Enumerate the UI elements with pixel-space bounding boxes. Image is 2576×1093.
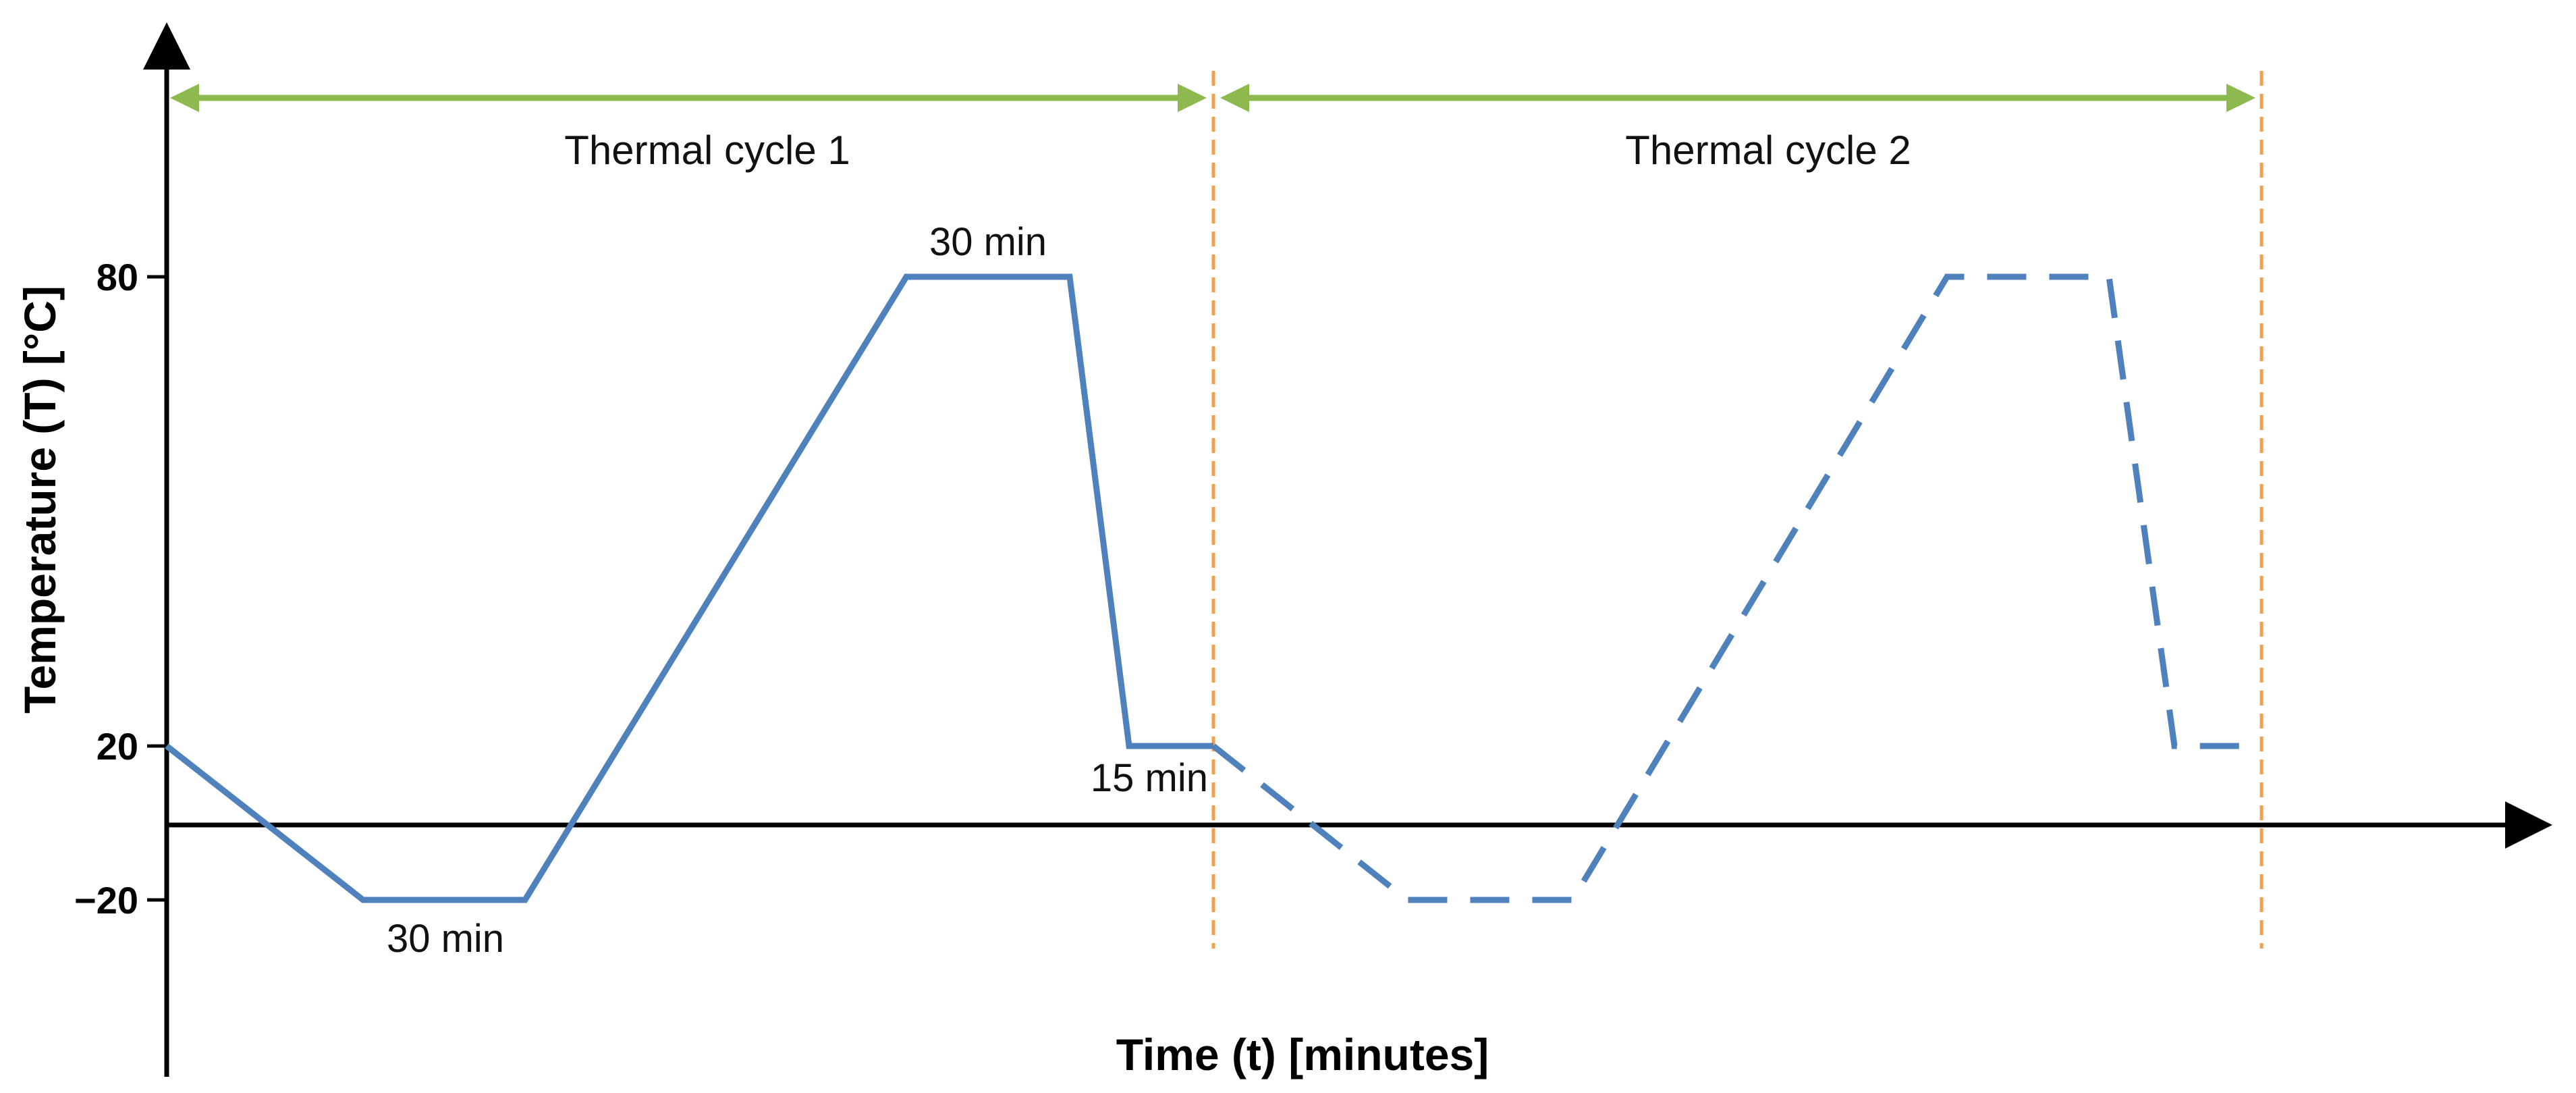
cycle2-temperature-profile: [1211, 273, 2262, 903]
cycle1-temperature-profile: [165, 273, 1213, 903]
hold-cold-duration-label: 30 min: [387, 917, 504, 961]
hold-room-duration-label: 15 min: [1091, 756, 1208, 800]
cycle2-label: Thermal cycle 2: [1625, 128, 1911, 173]
cycle1-span-arrow: [170, 84, 1207, 112]
y-tick-label-minus-20: −20: [74, 879, 138, 922]
x-axis-title: Time (t) [minutes]: [1116, 1030, 1489, 1079]
y-axis-title: Temperature (T) [°C]: [15, 286, 65, 714]
cycle1-label: Thermal cycle 1: [564, 128, 850, 173]
y-tick-label-20: 20: [97, 725, 138, 768]
hold-hot-duration-label: 30 min: [929, 220, 1047, 264]
cycle2-span-arrow: [1220, 84, 2255, 112]
y-tick-label-80: 80: [97, 256, 138, 298]
